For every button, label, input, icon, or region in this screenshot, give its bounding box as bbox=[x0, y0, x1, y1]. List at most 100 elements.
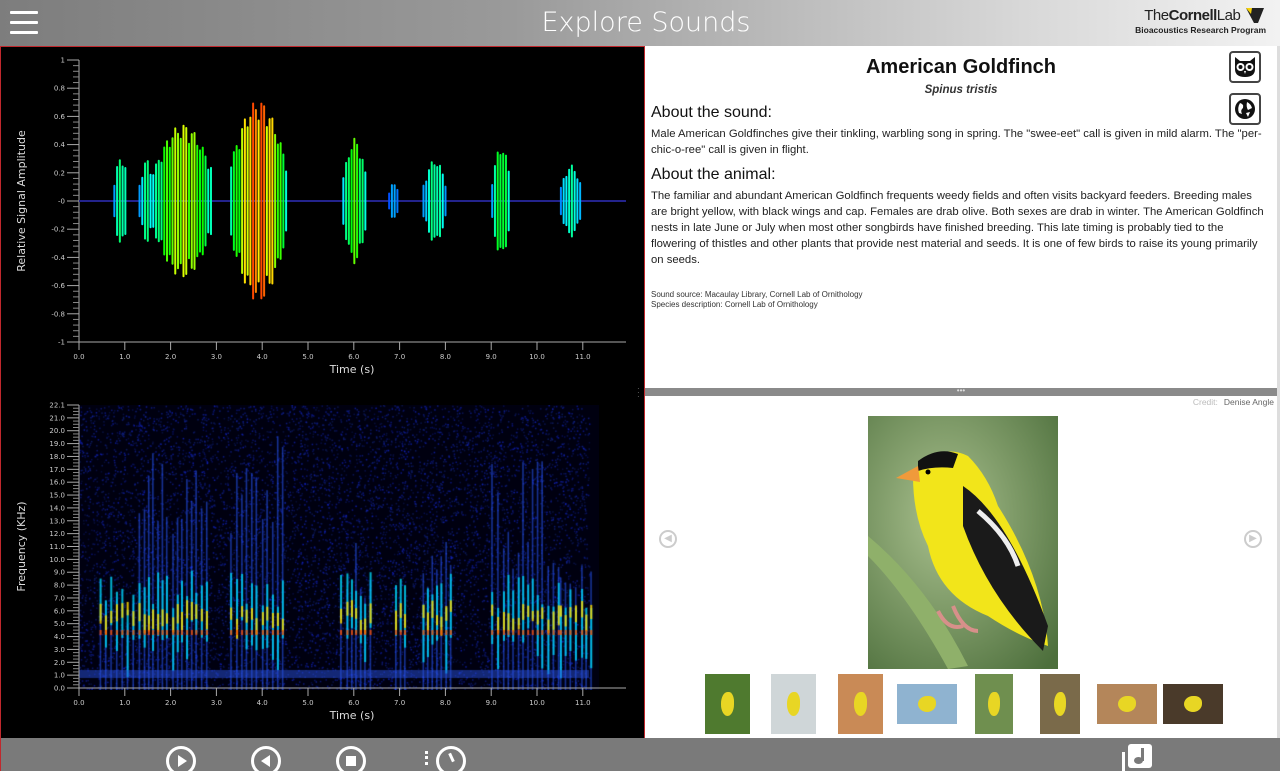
next-photo-arrow-icon[interactable]: ▶ bbox=[1244, 530, 1262, 548]
x-tick-label: 11.0 bbox=[575, 699, 591, 707]
waveform-bar bbox=[204, 155, 207, 247]
hamburger-icon[interactable] bbox=[10, 11, 38, 35]
y-tick-label: -0.6 bbox=[51, 282, 65, 290]
y-tick-label: 12.0 bbox=[49, 530, 65, 538]
waveform-bar bbox=[570, 164, 573, 238]
photo-thumbnail[interactable] bbox=[897, 684, 957, 724]
stop-icon[interactable] bbox=[336, 746, 366, 776]
y-axis-label: Frequency (KHz) bbox=[15, 501, 28, 591]
bird-figure bbox=[1118, 696, 1136, 712]
waveform-bar bbox=[427, 169, 430, 233]
playback-controls bbox=[0, 738, 645, 776]
waveform-bar bbox=[502, 152, 505, 250]
x-tick-label: 1.0 bbox=[119, 699, 130, 707]
y-tick-label: 16.0 bbox=[49, 479, 65, 487]
history-icon[interactable] bbox=[425, 746, 466, 776]
waveform-bar bbox=[201, 146, 204, 256]
x-tick-label: 6.0 bbox=[348, 353, 359, 361]
photo-thumbnail[interactable] bbox=[838, 674, 883, 734]
scrollbar[interactable] bbox=[1277, 46, 1280, 738]
page-title: Explore Sounds bbox=[541, 7, 751, 38]
x-tick-label: 11.0 bbox=[575, 353, 591, 361]
globe-icon[interactable] bbox=[1229, 93, 1261, 125]
waveform-bar bbox=[207, 168, 210, 234]
bird-figure bbox=[786, 692, 801, 716]
waveform-bar bbox=[188, 142, 191, 260]
waveform-bar bbox=[559, 186, 562, 216]
waveform-bar bbox=[157, 159, 160, 243]
bird-figure bbox=[918, 696, 936, 712]
x-tick-label: 6.0 bbox=[348, 699, 359, 707]
waveform-bar bbox=[433, 164, 436, 238]
y-tick-label: 0.0 bbox=[54, 685, 65, 693]
photo-thumbnail[interactable] bbox=[771, 674, 816, 734]
y-tick-label: 0.6 bbox=[54, 113, 66, 121]
waveform-bar bbox=[118, 159, 121, 243]
waveform-bar bbox=[499, 153, 502, 249]
photo-thumbnail[interactable] bbox=[705, 674, 750, 734]
waveform-bar bbox=[152, 174, 155, 228]
x-tick-label: 2.0 bbox=[165, 353, 176, 361]
x-tick-label: 7.0 bbox=[394, 353, 405, 361]
y-tick-label: -0.2 bbox=[51, 226, 65, 234]
waveform-bar bbox=[177, 132, 180, 270]
waveform-bar bbox=[364, 171, 367, 231]
waveform-bar bbox=[388, 192, 391, 210]
bird-figure bbox=[1184, 696, 1202, 712]
y-tick-label: 0.4 bbox=[54, 141, 66, 149]
waveform-bar bbox=[160, 161, 163, 241]
previous-photo-arrow-icon[interactable]: ◀ bbox=[659, 530, 677, 548]
bird-logo-icon bbox=[1246, 8, 1264, 23]
waveform-bar bbox=[268, 118, 271, 284]
spectrogram-plot: 22.1 21.0 20.0 19.0 18.0 17.0 16.0 15.0 14.0 13.0… bbox=[15, 402, 626, 722]
x-tick-label: 0.0 bbox=[73, 699, 84, 707]
panel-divider-handle[interactable]: ••• bbox=[645, 387, 1277, 396]
logo-text: The bbox=[1144, 7, 1169, 24]
x-axis-label: Time (s) bbox=[329, 709, 375, 722]
panel-resize-handle[interactable]: · · · bbox=[637, 384, 640, 401]
waveform-bar bbox=[396, 188, 399, 214]
bird-figure bbox=[1054, 692, 1066, 716]
x-tick-label: 9.0 bbox=[486, 699, 497, 707]
waveform-bar bbox=[430, 161, 433, 241]
bird-figure bbox=[853, 692, 868, 716]
x-tick-label: 3.0 bbox=[211, 699, 222, 707]
photo-thumbnail[interactable] bbox=[975, 674, 1013, 734]
credit-label: Credit: bbox=[1192, 397, 1218, 407]
music-note-icon[interactable] bbox=[1122, 744, 1152, 771]
bird-figure bbox=[720, 692, 735, 716]
cornell-lab-logo: TheCornellLab Bioacoustics Research Prog… bbox=[1135, 6, 1266, 35]
x-tick-label: 2.0 bbox=[165, 699, 176, 707]
waveform-bar bbox=[507, 170, 510, 232]
photo-thumbnail[interactable] bbox=[1163, 684, 1223, 724]
waveform-bar bbox=[265, 125, 268, 277]
waveform-bar bbox=[491, 184, 494, 218]
play-icon[interactable] bbox=[166, 746, 196, 776]
waveform-bar bbox=[576, 178, 579, 224]
y-tick-label: 8.0 bbox=[54, 582, 65, 590]
waveform-bar bbox=[568, 168, 571, 234]
y-tick-label: 5.0 bbox=[54, 620, 65, 628]
waveform-bar bbox=[196, 144, 199, 258]
waveform-bar bbox=[444, 185, 447, 217]
y-axis-label: Relative Signal Amplitude bbox=[15, 130, 28, 272]
waveform-bar bbox=[361, 158, 364, 244]
photo-thumbnail[interactable] bbox=[1097, 684, 1157, 724]
credit-name: Denise Angle bbox=[1223, 397, 1274, 407]
species-common-name: American Goldfinch bbox=[865, 56, 1057, 78]
y-tick-label: 0.2 bbox=[54, 169, 65, 177]
waveform-bar bbox=[496, 151, 499, 251]
logo-subtitle: Bioacoustics Research Program bbox=[1135, 25, 1266, 35]
waveform-bar bbox=[138, 184, 141, 218]
waveform-bar bbox=[347, 157, 350, 245]
owl-icon[interactable] bbox=[1229, 51, 1261, 83]
rewind-icon[interactable] bbox=[251, 746, 281, 776]
photo-thumbnail[interactable] bbox=[1040, 674, 1080, 734]
x-tick-label: 3.0 bbox=[211, 353, 222, 361]
waveform-bar bbox=[285, 170, 288, 232]
y-tick-label: 1.0 bbox=[54, 672, 65, 680]
x-tick-label: 4.0 bbox=[257, 699, 268, 707]
y-tick-label: 3.0 bbox=[54, 646, 65, 654]
bird-figure bbox=[988, 692, 1000, 716]
waveform-bar bbox=[182, 124, 185, 278]
